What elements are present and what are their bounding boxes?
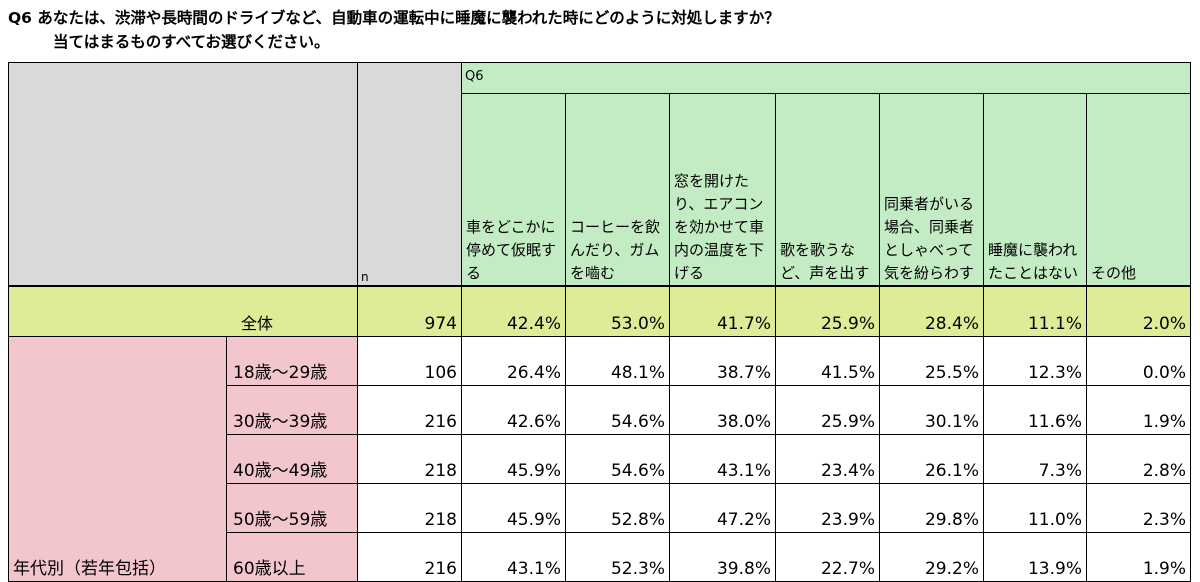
- row-n: 218: [357, 433, 462, 484]
- total-value: 28.4%: [879, 285, 984, 337]
- age-label: 30歳～39歳: [226, 384, 358, 435]
- row-value: 25.5%: [879, 335, 984, 386]
- row-value: 48.1%: [565, 335, 670, 386]
- row-value: 25.9%: [775, 384, 880, 435]
- column-header: 同乗者がいる場合、同乗者としゃべって気を紛らわす: [879, 93, 984, 287]
- row-value: 38.0%: [669, 384, 776, 435]
- row-n: 216: [357, 384, 462, 435]
- column-header: 車をどこかに停めて仮眠する: [461, 93, 566, 287]
- n-label: n: [361, 269, 369, 284]
- row-value: 45.9%: [461, 482, 566, 533]
- total-n: 974: [357, 285, 462, 337]
- column-header: その他: [1085, 93, 1192, 287]
- total-value: 2.0%: [1085, 285, 1192, 337]
- column-header: コーヒーを飲んだり、ガムを嚙む: [565, 93, 670, 287]
- row-value: 52.3%: [565, 531, 670, 582]
- column-header: 歌を歌うなど、声を出す: [775, 93, 880, 287]
- table-row: 50歳～59歳 218 45.9% 52.8% 47.2% 23.9% 29.8…: [9, 482, 1192, 533]
- row-value: 42.6%: [461, 384, 566, 435]
- row-value: 29.2%: [879, 531, 984, 582]
- row-value: 41.5%: [775, 335, 880, 386]
- row-value: 26.1%: [879, 433, 984, 484]
- table-row: 年代別（若年包括） 18歳～29歳 106 26.4% 48.1% 38.7% …: [8, 335, 1192, 582]
- row-value: 2.8%: [1085, 433, 1192, 484]
- row-value: 47.2%: [669, 482, 776, 533]
- survey-results-table: n Q6 車をどこかに停めて仮眠する コーヒーを飲んだり、ガムを嚙む 窓を開けた…: [8, 62, 1192, 582]
- row-value: 54.6%: [565, 433, 670, 484]
- row-value: 23.4%: [775, 433, 880, 484]
- header-corner-cell: [8, 62, 358, 287]
- row-n: 106: [357, 335, 462, 386]
- row-n: 216: [357, 531, 462, 582]
- table-row: 30歳～39歳 216 42.6% 54.6% 38.0% 25.9% 30.1…: [9, 384, 1192, 435]
- age-label: 40歳～49歳: [226, 433, 358, 484]
- row-value: 12.3%: [983, 335, 1087, 386]
- column-header: 睡魔に襲われたことはない: [983, 93, 1087, 287]
- row-value: 39.8%: [669, 531, 776, 582]
- total-value: 25.9%: [775, 285, 880, 337]
- row-value: 11.0%: [983, 482, 1087, 533]
- total-value: 11.1%: [983, 285, 1087, 337]
- row-value: 43.1%: [461, 531, 566, 582]
- row-value: 26.4%: [461, 335, 566, 386]
- total-value: 53.0%: [565, 285, 670, 337]
- column-header: 窓を開けたり、エアコンを効かせて車内の温度を下げる: [669, 93, 776, 287]
- table-row: 40歳～49歳 218 45.9% 54.6% 43.1% 23.4% 26.1…: [9, 433, 1192, 484]
- row-value: 43.1%: [669, 433, 776, 484]
- row-value: 45.9%: [461, 433, 566, 484]
- row-value: 54.6%: [565, 384, 670, 435]
- row-value: 7.3%: [983, 433, 1087, 484]
- total-value: 42.4%: [461, 285, 566, 337]
- row-value: 1.9%: [1085, 384, 1192, 435]
- row-value: 0.0%: [1085, 335, 1192, 386]
- row-value: 13.9%: [983, 531, 1087, 582]
- row-n: 218: [357, 482, 462, 533]
- row-value: 29.8%: [879, 482, 984, 533]
- question-label: Q6: [460, 62, 1192, 94]
- total-row: 全体 974 42.4% 53.0% 41.7% 25.9% 28.4% 11.…: [8, 285, 1192, 337]
- row-value: 11.6%: [983, 384, 1087, 435]
- age-label: 50歳～59歳: [226, 482, 358, 533]
- row-value: 38.7%: [669, 335, 776, 386]
- survey-title: Q6 あなたは、渋滞や長時間のドライブなど、自動車の運転中に睡魔に襲われた時にど…: [8, 6, 780, 54]
- row-value: 52.8%: [565, 482, 670, 533]
- row-value: 1.9%: [1085, 531, 1192, 582]
- n-header: n: [357, 62, 462, 287]
- title-line-2: 当てはまるものすべてお選びください。: [53, 33, 330, 51]
- row-value: 23.9%: [775, 482, 880, 533]
- total-value: 41.7%: [669, 285, 776, 337]
- group-label: 年代別（若年包括）: [8, 335, 227, 582]
- age-label: 60歳以上: [226, 531, 358, 582]
- row-value: 30.1%: [879, 384, 984, 435]
- age-label: 18歳～29歳: [226, 335, 358, 386]
- row-value: 22.7%: [775, 531, 880, 582]
- row-value: 2.3%: [1085, 482, 1192, 533]
- total-label: 全体: [8, 285, 358, 337]
- title-line-1: Q6 あなたは、渋滞や長時間のドライブなど、自動車の運転中に睡魔に襲われた時にど…: [8, 9, 780, 27]
